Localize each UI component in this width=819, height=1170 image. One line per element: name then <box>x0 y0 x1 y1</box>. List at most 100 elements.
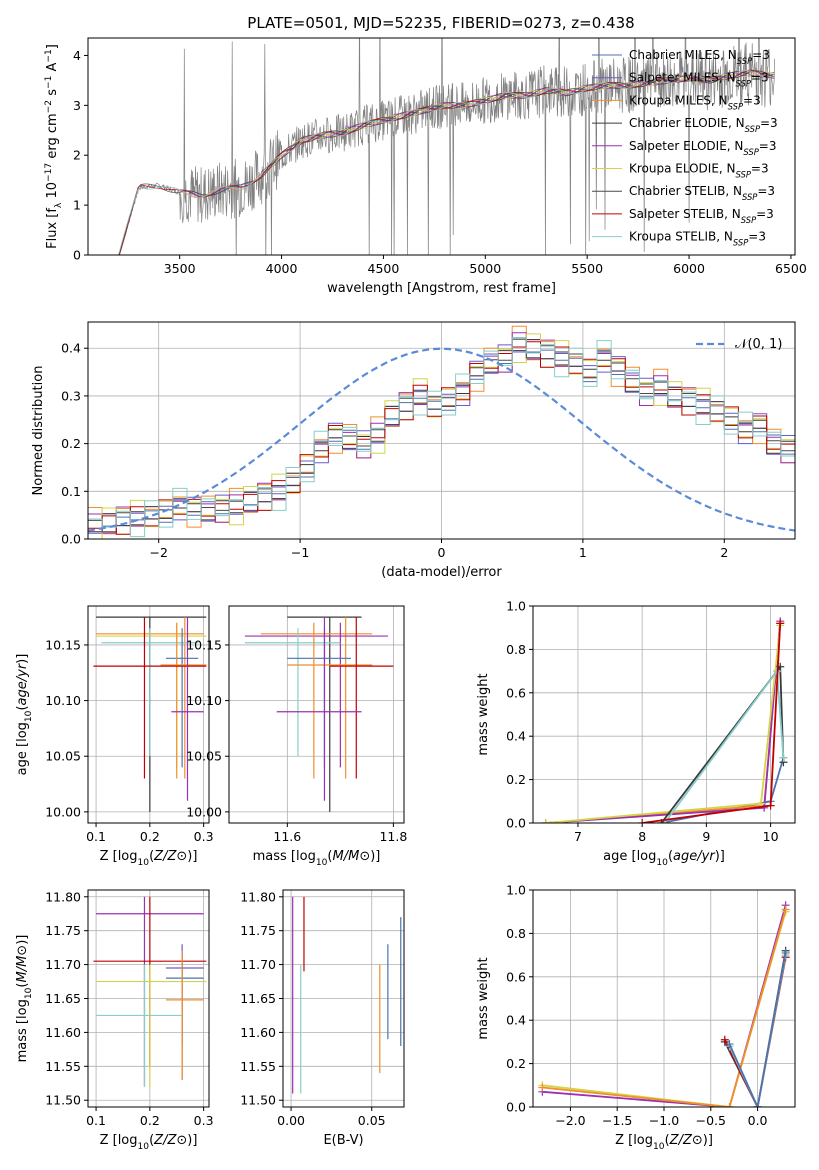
x-axis-label: mass [log10(M/M⊙)] <box>253 849 381 868</box>
y-tick-label: 0.0 <box>506 816 526 831</box>
x-tick-label: 0.2 <box>140 1113 160 1128</box>
x-tick-label: 10 <box>763 829 779 844</box>
y-tick-label: 0.4 <box>506 729 526 744</box>
weight-marker <box>776 619 785 628</box>
y-axis-label: Flux [fλ 10−17 erg cm−2 s−1 A−1] <box>44 44 64 249</box>
weight-marker <box>779 753 788 762</box>
weight-marker <box>725 1103 734 1107</box>
x-tick-label: 0.1 <box>86 1113 106 1128</box>
weight-marker <box>781 948 790 957</box>
y-tick-label: 0.2 <box>61 436 81 451</box>
legend-label: 𝒩(0, 1) <box>735 337 782 352</box>
y-axis-label: mass [log10(M/M⊙)] <box>15 935 34 1063</box>
y-tick-label: 0.4 <box>61 341 81 356</box>
y-tick-label: 10.15 <box>186 637 222 652</box>
x-axis-label: E(B-V) <box>323 1133 363 1148</box>
y-tick-label: 11.70 <box>240 957 276 972</box>
x-tick-label: −2 <box>149 545 167 560</box>
x-tick-label: 8 <box>638 829 646 844</box>
residual-histogram-step <box>88 337 795 527</box>
legend-label: Chabrier ELODIE, NSSP=3 <box>629 116 778 134</box>
y-tick-label: 11.55 <box>45 1059 81 1074</box>
x-tick-label: 2 <box>720 545 728 560</box>
y-tick-label: 0.2 <box>506 772 526 787</box>
weight-line <box>545 623 782 823</box>
y-tick-label: 10.10 <box>186 693 222 708</box>
x-tick-label: 0.3 <box>194 1113 214 1128</box>
residual-histogram-step <box>88 338 795 533</box>
panel-mass-vs-ebv: 0.00 0.05 11.50 11.55 11.60 11.65 11.70 11.75 11… <box>240 889 405 1148</box>
legend-label: Salpeter MILES, NSSP=3 <box>629 71 769 89</box>
y-axis-label: Normed distribution <box>31 366 46 496</box>
panel-weight-vs-age: 7 8 9 10 0.0 0.2 0.4 0.6 0.8 1.0 age [log10(age/yr… <box>476 599 796 868</box>
weight-line <box>728 952 787 1107</box>
y-tick-label: 0.1 <box>61 484 81 499</box>
y-tick-label: 11.50 <box>240 1093 276 1108</box>
weight-line <box>723 950 787 1107</box>
y-tick-label: 11.50 <box>45 1093 81 1108</box>
axes-frame <box>87 37 796 256</box>
y-tick-label: 11.60 <box>240 1025 276 1040</box>
panel-residuals: −2 −1 0 1 2 0.0 0.1 0.2 0.3 0.4 𝒩(0, 1) (data-model… <box>31 321 796 580</box>
x-tick-label: 0.2 <box>140 829 160 844</box>
x-tick-label: 3500 <box>164 261 196 276</box>
y-tick-label: 4 <box>73 48 81 63</box>
weight-marker <box>760 803 769 812</box>
y-tick-label: 0.4 <box>506 1013 526 1028</box>
x-tick-label: 0.3 <box>194 829 214 844</box>
x-axis-label: Z [log10(Z/Z⊙)] <box>100 1133 198 1152</box>
weight-line <box>723 957 787 1107</box>
axes-frame <box>87 605 210 824</box>
x-tick-label: 4500 <box>368 261 400 276</box>
model-spectrum-line <box>118 70 774 255</box>
y-axis-label: mass weight <box>476 957 491 1039</box>
spectrum-title: PLATE=0501, MJD=52235, FIBERID=0273, z=0… <box>247 14 634 32</box>
y-tick-label: 0.0 <box>506 1100 526 1115</box>
x-tick-label: −1 <box>291 545 309 560</box>
y-tick-label: 11.80 <box>240 889 276 904</box>
legend-label: Chabrier MILES, NSSP=3 <box>629 48 770 66</box>
plot-area <box>93 616 207 812</box>
weight-marker <box>781 905 790 914</box>
weight-line <box>542 909 787 1107</box>
panel-age-vs-mass: 11.6 11.8 10.00 10.05 10.10 10.15 mass [log10(… <box>186 605 407 868</box>
y-tick-label: 1.0 <box>506 599 526 614</box>
y-tick-label: 0.2 <box>506 1056 526 1071</box>
x-axis-label: age [log10(age/yr)] <box>603 849 725 868</box>
x-tick-label: 0.0 <box>748 1113 768 1128</box>
weight-marker <box>638 819 647 823</box>
weight-marker <box>766 801 775 810</box>
y-tick-label: 1.0 <box>506 883 526 898</box>
panel-spectrum: 3500 4000 4500 5000 5500 6000 6500 0 1 2 3 4 wavelen… <box>44 37 807 296</box>
y-tick-label: 11.55 <box>240 1059 276 1074</box>
x-tick-label: 4000 <box>266 261 298 276</box>
spectrum-legend: Chabrier MILES, NSSP=3 Salpeter MILES, NS… <box>592 48 778 248</box>
legend-label: Salpeter STELIB, NSSP=3 <box>629 207 774 225</box>
x-tick-label: 6000 <box>673 261 705 276</box>
x-tick-label: 0.1 <box>86 829 106 844</box>
y-tick-label: 0.0 <box>61 532 81 547</box>
panel-age-vs-z: 0.1 0.2 0.3 10.00 10.05 10.10 10.15 Z [log10(Z/… <box>15 605 214 868</box>
weight-line <box>642 623 782 823</box>
axes-frame <box>228 605 405 824</box>
y-tick-label: 10.15 <box>45 637 81 652</box>
legend-label: Kroupa STELIB, NSSP=3 <box>629 230 766 248</box>
x-tick-label: 0 <box>438 545 446 560</box>
legend-label: Kroupa MILES, NSSP=3 <box>629 93 761 111</box>
x-tick-label: −2.0 <box>555 1113 585 1128</box>
y-tick-label: 10.00 <box>186 804 222 819</box>
weight-marker <box>720 1035 729 1044</box>
plot-area <box>244 616 394 812</box>
x-tick-label: 11.6 <box>273 829 301 844</box>
y-tick-label: 3 <box>73 98 81 113</box>
panel-mass-vs-z: 0.1 0.2 0.3 11.50 11.55 11.60 11.65 11.70 11.75 1… <box>15 889 214 1152</box>
x-tick-label: 9 <box>702 829 710 844</box>
residual-histogram-step <box>88 325 795 535</box>
weight-line <box>545 625 782 823</box>
weight-line <box>545 621 782 823</box>
x-tick-label: 11.8 <box>379 829 407 844</box>
weight-marker <box>541 819 550 823</box>
x-tick-label: 7 <box>574 829 582 844</box>
residual-histogram-step <box>88 341 795 535</box>
y-tick-label: 11.65 <box>45 991 81 1006</box>
